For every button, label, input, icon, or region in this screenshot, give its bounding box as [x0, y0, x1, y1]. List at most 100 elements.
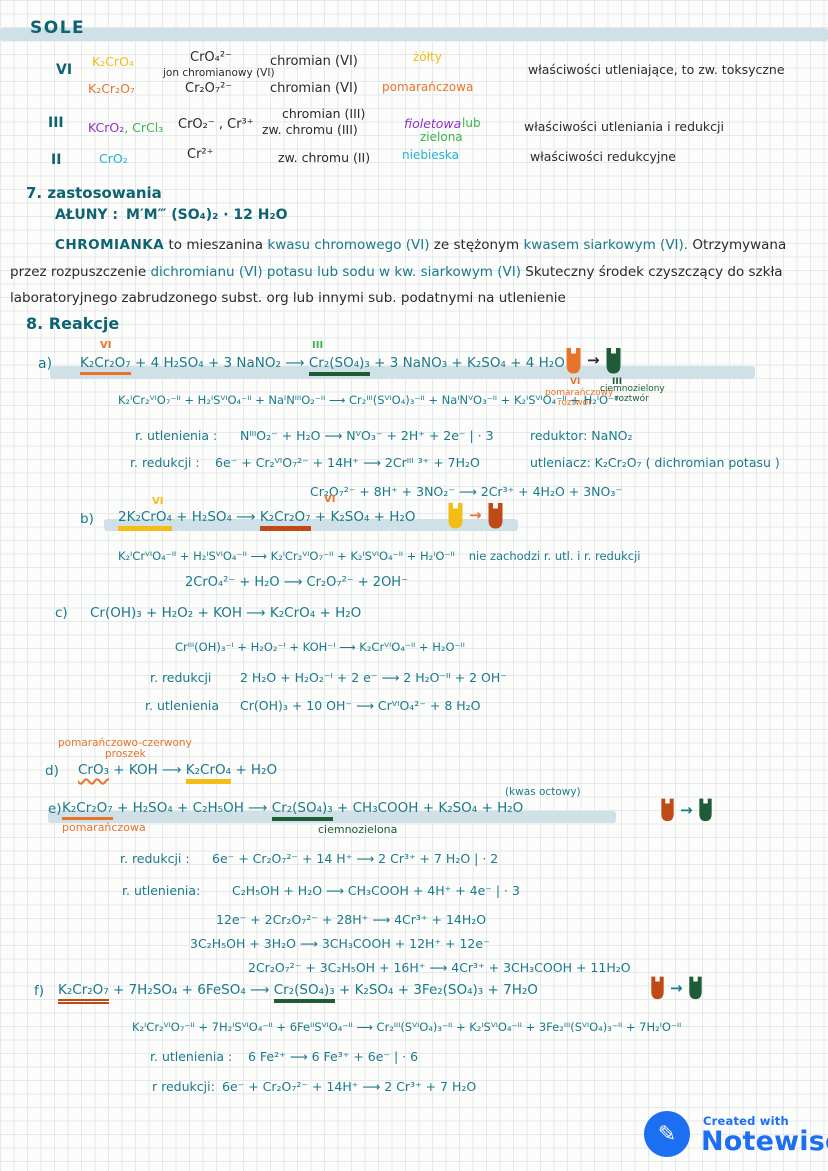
reaction-e-sum: 3C₂H₅OH + 3H₂O ⟶ 3CH₃COOH + 12H⁺ + 12e⁻: [190, 936, 490, 951]
oxidation-half-label: r. utlenienia :: [150, 1049, 233, 1064]
tube-a-left-state: VI: [570, 377, 581, 387]
eq-part: + H₂SO₄ + C₂H₅OH ⟶: [112, 800, 272, 816]
test-tube-icon: [566, 348, 581, 374]
ox-state-vi: VI: [100, 340, 112, 351]
eq-part-dichromate: K₂Cr₂O₇: [259, 509, 311, 531]
test-tube-icon: [606, 348, 621, 374]
row-vi-state: VI: [56, 62, 73, 78]
reduktor-note: reduktor: NaNO₂: [530, 428, 633, 443]
name-zw-chromu-iii: zw. chromu (III): [262, 122, 358, 137]
reduction-half-eq: 2 H₂O + H₂O₂⁻ᴵ + 2 e⁻ ⟶ 2 H₂O⁻ᴵᴵ + 2 OH⁻: [240, 670, 507, 685]
ox-state-vi: VI: [324, 494, 336, 505]
ion-cr2o7: Cr₂O₇²⁻: [185, 81, 233, 96]
color-change-f: →: [650, 976, 703, 1001]
notewise-wordmark: Notewise: [701, 1126, 828, 1157]
color-fioletowa: fioletowa: [404, 116, 462, 131]
reaction-a-ox-numbers: K₂ᴵCr₂ⱽᴵO₇⁻ᴵᴵ + H₂ᴵSⱽᴵO₄⁻ᴵᴵ + NaᴵNᴵᴵᴵO₂⁻…: [118, 393, 619, 407]
reduction-half-label: r. redukcji :: [120, 851, 190, 866]
chromianka-term: CHROMIANKA: [55, 237, 165, 253]
kwas-chromowy-term: kwasu chromowego (VI): [267, 237, 430, 253]
chromianka-text: to mieszanina: [164, 237, 268, 253]
tube-a-right-caption: roztwór: [615, 394, 649, 404]
color-caption-left: pomarańczowa: [62, 821, 146, 834]
reaction-e-equation: K₂Cr₂O₇ + H₂SO₄ + C₂H₅OH ⟶ Cr₂(SO₄)₃ + C…: [62, 800, 524, 821]
eq-part-cr2so43: Cr₂(SO₄)₃: [271, 800, 333, 821]
eq-part-chromate: 2K₂CrO₄: [118, 509, 172, 531]
test-tube-icon: [651, 976, 664, 1000]
tube-a-left-caption: roztwór: [558, 398, 592, 408]
reaction-f-equation: K₂Cr₂O₇ + 7H₂SO₄ + 6FeSO₄ ⟶ Cr₂(SO₄)₃ + …: [58, 982, 538, 1004]
eq-part: + 4 H₂SO₄ + 3 NaNO₂ ⟶: [130, 355, 309, 371]
reaction-b-equation: 2K₂CrO₄ + H₂SO₄ ⟶ K₂Cr₂O₇ + K₂SO₄ + H₂O: [118, 509, 416, 531]
color-zolty: żółty: [413, 50, 442, 64]
eq-part-chromate: K₂CrO₄: [185, 762, 232, 784]
name-chromian-vi-b: chromian (VI): [270, 81, 358, 96]
chromianka-text: Skuteczny środek czyszczący do szkła lab…: [10, 263, 783, 307]
color-niebieska: niebieska: [402, 148, 459, 162]
reaction-c-equation: Cr(OH)₃ + H₂O₂ + KOH ⟶ K₂CrO₄ + H₂O: [90, 605, 362, 621]
aluny-line: AŁUNY : M′M‴ (SO₄)₂ · 12 H₂O: [55, 207, 288, 223]
test-tube-icon: [448, 503, 463, 529]
title-highlight: [0, 28, 828, 41]
color-lub: lub: [462, 116, 481, 130]
reaction-c-ox-numbers: Crᴵᴵᴵ(OH)₃⁻ᴵ + H₂O₂⁻ᴵ + KOH⁻ᴵ ⟶ K₂CrⱽᴵO₄…: [175, 640, 465, 654]
test-tube-icon: [488, 503, 503, 529]
eq-part-dichromate: K₂Cr₂O₇: [62, 800, 113, 820]
chromianka-text: Otrzymywana przez rozpuszczenie: [10, 237, 787, 280]
oxidation-half-eq: 6 Fe²⁺ ⟶ 6 Fe³⁺ + 6e⁻ | · 6: [248, 1049, 419, 1064]
eq-part: + CH₃COOH + K₂SO₄ + H₂O: [332, 800, 524, 816]
aluny-formula: M′M‴ (SO₄)₂ · 12 H₂O: [126, 207, 288, 223]
aluny-label: AŁUNY :: [55, 207, 119, 223]
tube-a-left-caption: pomarańczowy: [545, 388, 614, 398]
eq-part-cro3: CrO₃: [78, 762, 110, 778]
eq-part-dichromate: K₂Cr₂O₇: [58, 982, 109, 1004]
acetic-acid-note: (kwas octowy): [505, 786, 581, 798]
eq-part: + K₂SO₄ + H₂O: [310, 509, 416, 525]
reaction-a-label: a): [38, 356, 53, 372]
eq-part: + H₂SO₄ ⟶: [171, 509, 260, 525]
props-vi: właściwości utleniające, to zw. toksyczn…: [528, 62, 785, 77]
section-7-heading: 7. zastosowania: [26, 184, 162, 202]
eq-part-cr2so43: Cr₂(SO₄)₃: [273, 982, 335, 1003]
oxidation-half-label: r. utlenienia: [145, 698, 220, 713]
reaction-a-sum: Cr₂O₇²⁻ + 8H⁺ + 3NO₂⁻ ⟶ 2Cr³⁺ + 4H₂O + 3…: [310, 484, 622, 499]
test-tube-icon: [698, 798, 712, 822]
dichromian-term: dichromianu (VI) potasu lub sodu w kw. s…: [150, 263, 521, 280]
reduction-half-label: r redukcji:: [152, 1079, 215, 1094]
eq-part-dichromate: K₂Cr₂O₇: [80, 355, 131, 375]
oxidation-half-eq: NᴵᴵᴵO₂⁻ + H₂O ⟶ NⱽO₃⁻ + 2H⁺ + 2e⁻ | · 3: [240, 428, 494, 443]
reduction-half-eq: 6e⁻ + Cr₂O₇²⁻ + 14H⁺ ⟶ 2 Cr³⁺ + 7 H₂O: [222, 1079, 477, 1094]
formulas-iii: KCrO₂, CrCl₃: [88, 120, 163, 135]
eq-part: + KOH ⟶: [109, 762, 186, 778]
ox-numbers-text: K₂ᴵCrⱽᴵO₄⁻ᴵᴵ + H₂ᴵSⱽᴵO₄⁻ᴵᴵ ⟶ K₂ᴵCr₂ⱽᴵO₇⁻…: [118, 549, 455, 563]
ion-note: jon chromianowy (VI): [163, 67, 275, 79]
created-with-label: Created with: [703, 1114, 789, 1128]
tube-a-right-state: III: [612, 377, 623, 387]
oxidation-half-label: r. utlenienia:: [122, 883, 201, 898]
reaction-b-sum: 2CrO₄²⁻ + H₂O ⟶ Cr₂O₇²⁻ + 2OH⁻: [185, 575, 408, 590]
color-caption-right: ciemnozielona: [318, 823, 398, 836]
reaction-f-ox-numbers: K₂ᴵCr₂ⱽᴵO₇⁻ᴵᴵ + 7H₂ᴵSⱽᴵO₄⁻ᴵᴵ + 6FeᴵᴵSⱽᴵO…: [132, 1020, 682, 1034]
no-redox-note: nie zachodzi r. utl. i r. redukcji: [468, 549, 641, 563]
eq-part: + K₂SO₄ + 3Fe₂(SO₄)₃ + 7H₂O: [334, 982, 538, 998]
color-zielona: zielona: [420, 130, 463, 144]
reaction-d-equation: CrO₃ + KOH ⟶ K₂CrO₄ + H₂O: [78, 762, 277, 784]
ion-cro4: CrO₄²⁻: [190, 50, 232, 65]
formula-k2cr2o7: K₂Cr₂O₇: [88, 81, 135, 96]
reduction-half-eq: 6e⁻ + Cr₂ⱽᴵO₇²⁻ + 14H⁺ ⟶ 2Crᴵᴵᴵ ³⁺ + 7H₂…: [215, 455, 480, 470]
color-change-b: →: [447, 503, 504, 530]
reaction-a-equation: K₂Cr₂O₇ + 4 H₂SO₄ + 3 NaNO₂ ⟶ Cr₂(SO₄)₃ …: [80, 355, 565, 376]
chromianka-paragraph: CHROMIANKA to mieszanina kwasu chromoweg…: [10, 232, 822, 312]
notewise-logo-icon: ✎: [644, 1111, 690, 1157]
section-8-heading: 8. Reakcje: [26, 314, 120, 333]
formula-kcro2: KCrO₂: [88, 120, 125, 135]
arrow-icon: →: [469, 506, 482, 524]
oxidation-half-label: r. utlenienia :: [135, 428, 218, 443]
powder-note: proszek: [105, 748, 146, 760]
test-tube-icon: [688, 976, 702, 1000]
pencil-icon: ✎: [657, 1121, 677, 1147]
reaction-e-label: e): [48, 801, 62, 817]
reaction-e-sum: 2Cr₂O₇²⁻ + 3C₂H₅OH + 16H⁺ ⟶ 4Cr³⁺ + 3CH₃…: [248, 960, 631, 975]
arrow-icon: →: [680, 801, 693, 819]
